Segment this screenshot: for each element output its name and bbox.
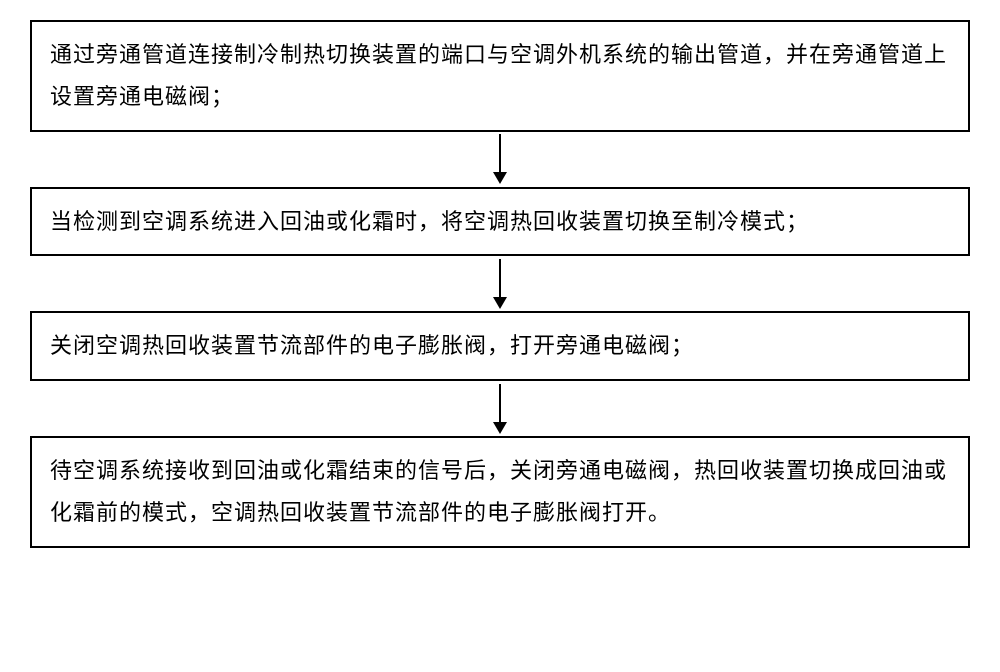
flowchart-step: 当检测到空调系统进入回油或化霜时，将空调热回收装置切换至制冷模式； <box>30 187 970 257</box>
flow-arrow <box>493 256 507 311</box>
flow-arrow <box>493 381 507 436</box>
flowchart-container: 通过旁通管道连接制冷制热切换装置的端口与空调外机系统的输出管道，并在旁通管道上设… <box>30 20 970 548</box>
arrow-line <box>499 259 501 297</box>
step-text: 关闭空调热回收装置节流部件的电子膨胀阀，打开旁通电磁阀； <box>50 325 950 367</box>
step-text: 当检测到空调系统进入回油或化霜时，将空调热回收装置切换至制冷模式； <box>50 201 950 243</box>
flowchart-step: 待空调系统接收到回油或化霜结束的信号后，关闭旁通电磁阀，热回收装置切换成回油或化… <box>30 436 970 548</box>
arrow-head-icon <box>493 422 507 434</box>
flowchart-step: 通过旁通管道连接制冷制热切换装置的端口与空调外机系统的输出管道，并在旁通管道上设… <box>30 20 970 132</box>
step-text: 通过旁通管道连接制冷制热切换装置的端口与空调外机系统的输出管道，并在旁通管道上设… <box>50 34 950 118</box>
flowchart-step: 关闭空调热回收装置节流部件的电子膨胀阀，打开旁通电磁阀； <box>30 311 970 381</box>
arrow-head-icon <box>493 172 507 184</box>
arrow-line <box>499 384 501 422</box>
arrow-line <box>499 134 501 172</box>
arrow-head-icon <box>493 297 507 309</box>
flow-arrow <box>493 132 507 187</box>
step-text: 待空调系统接收到回油或化霜结束的信号后，关闭旁通电磁阀，热回收装置切换成回油或化… <box>50 450 950 534</box>
